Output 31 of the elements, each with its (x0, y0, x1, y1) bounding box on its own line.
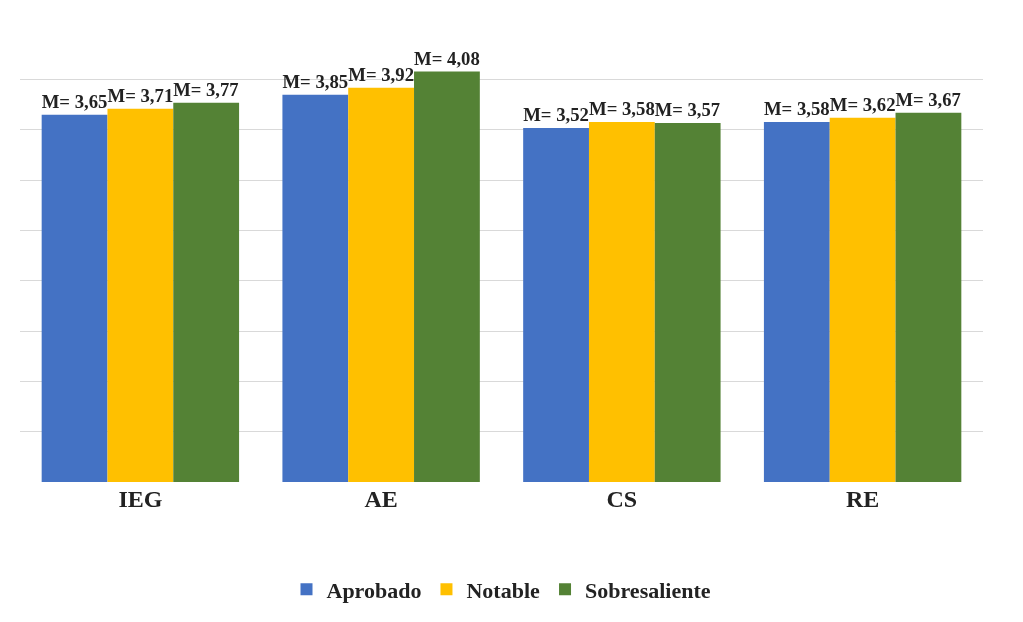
legend-label: Sobresaliente (585, 577, 711, 603)
data-label: M= 4,08 (414, 47, 480, 69)
bar (763, 121, 830, 482)
bar (107, 108, 174, 482)
data-label: M= 3,67 (895, 88, 961, 110)
x-tick-label: IEG (118, 486, 163, 512)
bar (173, 102, 240, 482)
bar (414, 71, 480, 482)
bar (654, 122, 721, 482)
data-label: M= 3,52 (523, 103, 589, 125)
bar (523, 127, 589, 482)
x-tick-label: RE (845, 486, 880, 512)
x-tick-label: AE (364, 486, 398, 512)
bar (41, 114, 108, 482)
data-label: M= 3,65 (41, 90, 108, 112)
data-label: M= 3,62 (829, 93, 896, 115)
data-label: M= 3,92 (348, 63, 415, 85)
data-label: M= 3,71 (107, 84, 174, 106)
data-label: M= 3,85 (282, 70, 349, 92)
data-label: M= 3,58 (588, 97, 655, 119)
data-label: M= 3,58 (763, 97, 830, 119)
legend-label: Notable (466, 577, 541, 603)
bar (348, 87, 415, 482)
x-tick-label: CS (606, 486, 638, 512)
bar (895, 112, 962, 482)
bar (282, 94, 349, 482)
data-label: M= 3,77 (173, 78, 239, 100)
bar (588, 121, 655, 482)
bar (829, 117, 896, 482)
data-label: M= 3,57 (654, 98, 721, 120)
legend-label: Aprobado (326, 577, 422, 603)
